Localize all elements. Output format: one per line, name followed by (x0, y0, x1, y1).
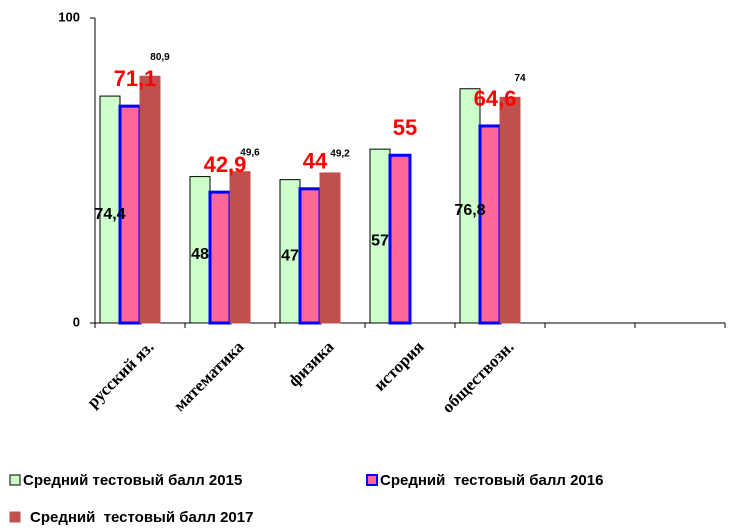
data-label: 71,1 (114, 66, 157, 91)
data-label: 57 (371, 232, 389, 249)
data-label: 47 (281, 248, 299, 265)
bar (499, 96, 521, 324)
legend-label: Средний тестовый балл 2017 (30, 509, 253, 526)
x-tick-label: математика (170, 337, 248, 415)
x-tick-label: обществозн. (438, 337, 518, 417)
data-label: 55 (393, 115, 417, 140)
legend-swatch (366, 474, 378, 486)
x-tick-label: русский яз. (83, 337, 157, 411)
y-tick-label: 100 (58, 9, 80, 24)
data-label: 48 (191, 246, 209, 263)
data-label: 76,8 (454, 202, 485, 219)
data-label: 64,6 (474, 86, 517, 111)
data-label: 49,6 (240, 147, 260, 158)
data-label: 80,9 (150, 52, 170, 63)
bar (298, 187, 322, 325)
data-label: 42,9 (204, 152, 247, 177)
bar (229, 171, 251, 324)
legend-label: Средний тестовый балл 2016 (380, 472, 603, 489)
y-tick-label: 0 (73, 314, 80, 329)
bar (319, 172, 341, 324)
bar (388, 153, 412, 325)
x-tick-label: история (370, 337, 428, 395)
data-label: 74 (514, 73, 526, 84)
legend-label: Средний тестовый балл 2015 (23, 472, 242, 489)
legend-swatch (9, 511, 21, 523)
x-tick-label: физика (284, 337, 338, 391)
legend-swatch (9, 474, 21, 486)
bar (478, 124, 502, 325)
bar (139, 75, 161, 324)
bar (208, 190, 232, 325)
data-label: 44 (303, 149, 328, 174)
data-label: 74,4 (94, 206, 125, 223)
data-label: 49,2 (330, 149, 350, 160)
